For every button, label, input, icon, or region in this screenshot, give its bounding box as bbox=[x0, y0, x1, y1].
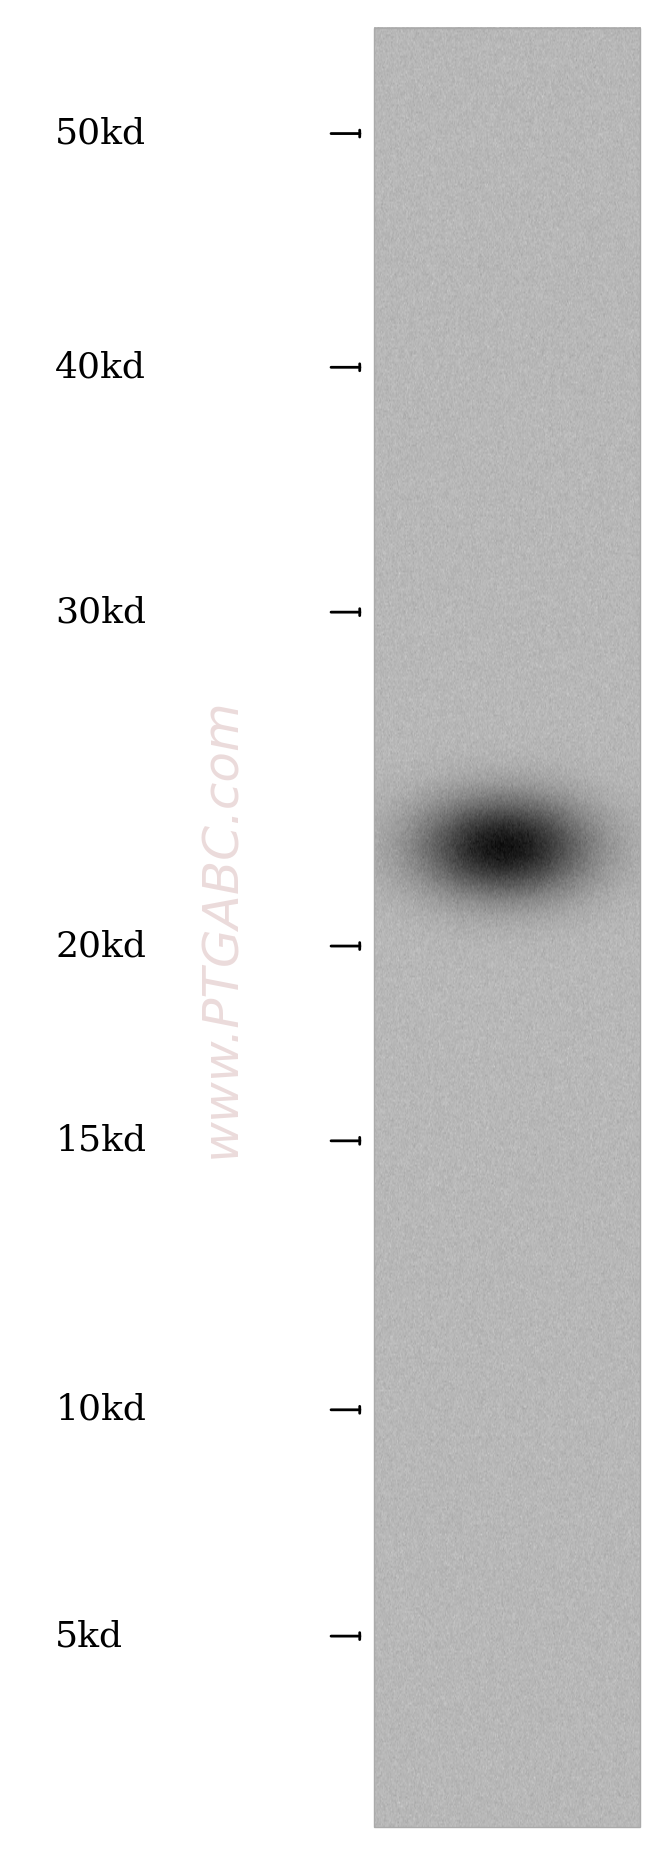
Text: 40kd: 40kd bbox=[55, 351, 146, 384]
Text: 50kd: 50kd bbox=[55, 117, 146, 150]
Text: 30kd: 30kd bbox=[55, 595, 146, 629]
Text: www.PTGABC.com: www.PTGABC.com bbox=[197, 697, 245, 1158]
Bar bbox=[374, 28, 640, 1827]
Text: 20kd: 20kd bbox=[55, 929, 146, 963]
Text: 10kd: 10kd bbox=[55, 1393, 146, 1426]
Text: 15kd: 15kd bbox=[55, 1124, 146, 1158]
Text: 5kd: 5kd bbox=[55, 1619, 124, 1653]
